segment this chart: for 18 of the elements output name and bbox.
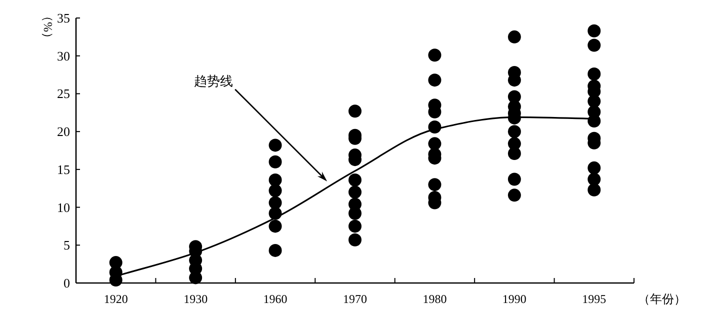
y-tick-label: 25 bbox=[57, 86, 70, 102]
y-tick-label: 5 bbox=[64, 238, 70, 253]
y-axis-title: （%） bbox=[41, 10, 55, 44]
y-tick-label: 10 bbox=[57, 200, 70, 215]
x-tick-label: 1920 bbox=[104, 292, 128, 306]
text: 趋势线 bbox=[194, 74, 234, 90]
x-tick-label: 1995 bbox=[582, 292, 606, 306]
y-tick-label: 15 bbox=[57, 162, 70, 177]
x-tick-label: 1930 bbox=[184, 292, 208, 306]
y-tick-label: 30 bbox=[57, 48, 70, 64]
x-tick-label: 1980 bbox=[422, 292, 447, 306]
x-axis-title: （年份） bbox=[638, 292, 686, 306]
x-tick-label: 1960 bbox=[263, 292, 288, 306]
y-tick-label: 20 bbox=[57, 124, 70, 140]
x-tick-label: 1990 bbox=[502, 292, 526, 306]
y-tick-label: 35 bbox=[57, 10, 70, 26]
x-tick-label: 1970 bbox=[343, 292, 367, 306]
y-tick-label: 0 bbox=[64, 276, 70, 290]
